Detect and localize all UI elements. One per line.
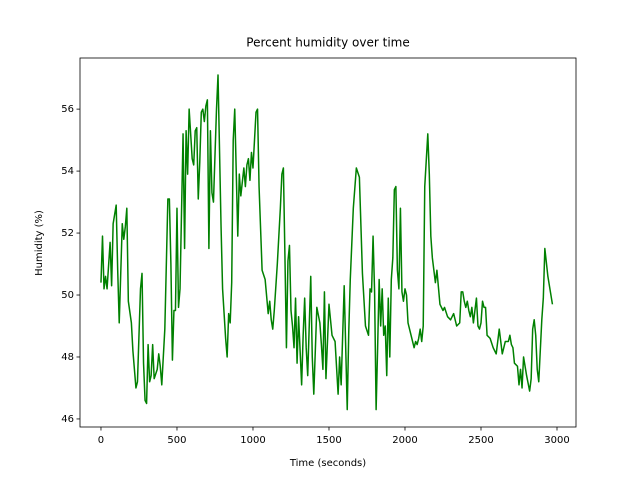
x-tick-label: 500 xyxy=(167,435,186,446)
y-tick-label: 52 xyxy=(61,228,74,239)
axes-frame xyxy=(79,57,577,428)
x-tick-label: 1500 xyxy=(316,435,341,446)
y-tick-label: 46 xyxy=(61,414,74,425)
data-line xyxy=(100,74,554,411)
x-tick-label: 3000 xyxy=(544,435,569,446)
x-tick-label: 0 xyxy=(98,435,104,446)
x-tick-label: 2500 xyxy=(468,435,493,446)
chart-title: Percent humidity over time xyxy=(246,36,409,50)
x-tick-label: 1000 xyxy=(240,435,265,446)
y-tick-label: 56 xyxy=(61,104,74,115)
y-tick-label: 50 xyxy=(61,290,74,301)
y-tick-label: 48 xyxy=(61,352,74,363)
x-axis-label: Time (seconds) xyxy=(289,458,366,469)
x-tick-label: 2000 xyxy=(392,435,417,446)
y-tick-label: 54 xyxy=(61,166,74,177)
y-axis-label: Humidity (%) xyxy=(34,210,45,276)
